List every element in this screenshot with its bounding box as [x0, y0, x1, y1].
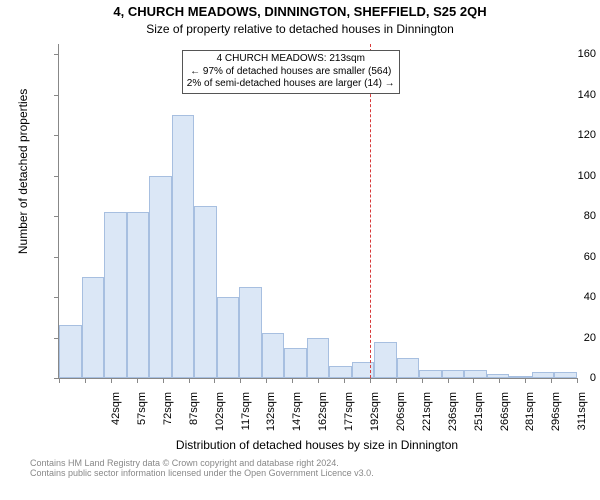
x-tick-label: 251sqm [473, 392, 485, 452]
histogram-bar [329, 366, 352, 378]
histogram-bar [127, 212, 150, 378]
y-tick-label: 60 [544, 251, 596, 263]
histogram-bar [487, 374, 510, 378]
y-tick-label: 40 [544, 291, 596, 303]
reference-line [370, 44, 371, 378]
histogram-bar [172, 115, 195, 378]
y-tick-label: 120 [544, 129, 596, 141]
x-tick-label: 311sqm [576, 392, 588, 452]
y-tick-label: 140 [544, 89, 596, 101]
x-tick-label: 221sqm [421, 392, 433, 452]
histogram-bar [284, 348, 307, 378]
chart-container: 4, CHURCH MEADOWS, DINNINGTON, SHEFFIELD… [0, 0, 600, 500]
x-tick-label: 206sqm [395, 392, 407, 452]
histogram-bar [82, 277, 105, 378]
x-tick-label: 192sqm [369, 392, 381, 452]
x-tick-label: 117sqm [240, 392, 252, 452]
y-tick-label: 100 [544, 170, 596, 182]
footer-line2: Contains public sector information licen… [30, 468, 374, 478]
x-tick-label: 87sqm [188, 392, 200, 452]
histogram-bar [419, 370, 442, 378]
histogram-bar [149, 176, 172, 378]
histogram-bar [239, 287, 262, 378]
x-tick-label: 42sqm [110, 392, 122, 452]
histogram-bar [374, 342, 397, 378]
histogram-bar [509, 376, 532, 378]
histogram-bar [217, 297, 240, 378]
x-tick-label: 162sqm [317, 392, 329, 452]
x-tick-label: 102sqm [214, 392, 226, 452]
x-tick-label: 132sqm [265, 392, 277, 452]
footer-attribution: Contains HM Land Registry data © Crown c… [30, 458, 374, 478]
x-tick-label: 296sqm [550, 392, 562, 452]
histogram-bar [397, 358, 420, 378]
x-tick-label: 281sqm [524, 392, 536, 452]
annotation-box: 4 CHURCH MEADOWS: 213sqm← 97% of detache… [182, 50, 400, 94]
x-tick-label: 236sqm [447, 392, 459, 452]
y-tick-label: 0 [544, 372, 596, 384]
annotation-line: ← 97% of detached houses are smaller (56… [187, 66, 395, 79]
chart-subtitle: Size of property relative to detached ho… [0, 22, 600, 36]
histogram-bar [464, 370, 487, 378]
y-tick-label: 80 [544, 210, 596, 222]
x-tick-label: 72sqm [162, 392, 174, 452]
histogram-bar [262, 333, 285, 378]
y-axis-label: Number of detached properties [16, 37, 30, 304]
annotation-line: 2% of semi-detached houses are larger (1… [187, 78, 395, 91]
histogram-bar [307, 338, 330, 378]
y-tick-label: 160 [544, 48, 596, 60]
x-tick-label: 147sqm [291, 392, 303, 452]
histogram-bar [194, 206, 217, 378]
x-tick-label: 266sqm [499, 392, 511, 452]
histogram-bar [442, 370, 465, 378]
footer-line1: Contains HM Land Registry data © Crown c… [30, 458, 374, 468]
y-tick-label: 20 [544, 332, 596, 344]
chart-title: 4, CHURCH MEADOWS, DINNINGTON, SHEFFIELD… [0, 4, 600, 19]
x-tick-label: 57sqm [136, 392, 148, 452]
histogram-bar [352, 362, 375, 378]
x-tick-label: 177sqm [343, 392, 355, 452]
annotation-line: 4 CHURCH MEADOWS: 213sqm [187, 53, 395, 66]
plot-area: 4 CHURCH MEADOWS: 213sqm← 97% of detache… [58, 44, 577, 379]
histogram-bar [59, 325, 82, 378]
histogram-bar [104, 212, 127, 378]
